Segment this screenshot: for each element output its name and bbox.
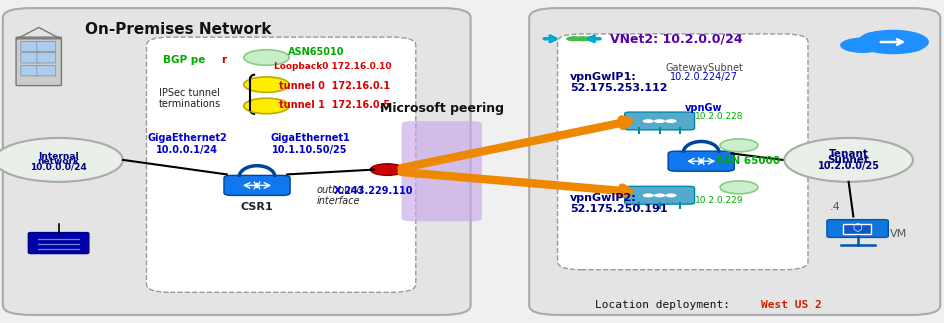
Circle shape xyxy=(719,181,757,194)
Circle shape xyxy=(0,138,123,182)
Circle shape xyxy=(784,138,912,182)
Text: 10.2.0.228: 10.2.0.228 xyxy=(694,112,742,121)
Circle shape xyxy=(244,77,289,92)
Text: 10.0.0.0/24: 10.0.0.0/24 xyxy=(30,162,87,172)
Text: r: r xyxy=(221,55,226,65)
Text: ASN 65000: ASN 65000 xyxy=(716,156,780,166)
FancyBboxPatch shape xyxy=(146,37,415,292)
Circle shape xyxy=(574,36,589,41)
Text: X.243.229.110: X.243.229.110 xyxy=(333,186,413,195)
Text: outbound
interface: outbound interface xyxy=(316,185,362,206)
Circle shape xyxy=(244,50,289,65)
Circle shape xyxy=(565,36,581,41)
Circle shape xyxy=(665,119,676,123)
FancyBboxPatch shape xyxy=(624,186,694,204)
FancyBboxPatch shape xyxy=(667,151,733,171)
Text: GigaEthernet1
10.1.10.50/25: GigaEthernet1 10.1.10.50/25 xyxy=(270,133,349,154)
Text: .4: .4 xyxy=(829,202,840,212)
FancyBboxPatch shape xyxy=(842,224,870,234)
Text: 10.2.0.0/25: 10.2.0.0/25 xyxy=(817,161,879,171)
Circle shape xyxy=(860,31,902,45)
FancyBboxPatch shape xyxy=(16,37,61,86)
Text: Microsoft peering: Microsoft peering xyxy=(379,102,504,115)
Text: network: network xyxy=(38,157,79,166)
Text: GatewaySubnet: GatewaySubnet xyxy=(665,63,742,73)
Text: IPSec tunnel
terminations: IPSec tunnel terminations xyxy=(159,88,221,109)
FancyBboxPatch shape xyxy=(21,41,40,52)
Text: West US 2: West US 2 xyxy=(760,300,820,310)
FancyBboxPatch shape xyxy=(21,53,40,63)
Circle shape xyxy=(653,193,665,197)
Text: Location deployment:: Location deployment: xyxy=(595,300,730,310)
Circle shape xyxy=(582,36,598,41)
FancyBboxPatch shape xyxy=(624,112,694,130)
FancyBboxPatch shape xyxy=(557,34,807,270)
FancyBboxPatch shape xyxy=(529,8,939,315)
Text: Tenant: Tenant xyxy=(828,149,868,159)
Text: On-Premises Network: On-Premises Network xyxy=(85,22,271,36)
Text: VM: VM xyxy=(889,229,906,239)
Circle shape xyxy=(665,193,676,197)
Text: CSR1: CSR1 xyxy=(241,202,273,212)
Text: Internal: Internal xyxy=(39,151,78,161)
Text: vpnGwIP2:
52.175.250.191: vpnGwIP2: 52.175.250.191 xyxy=(569,193,666,214)
FancyBboxPatch shape xyxy=(28,233,89,254)
Circle shape xyxy=(839,37,885,53)
Circle shape xyxy=(642,193,653,197)
FancyBboxPatch shape xyxy=(37,41,56,52)
Text: ⬡: ⬡ xyxy=(851,224,861,233)
Text: tunnel 1  172.16.0.5: tunnel 1 172.16.0.5 xyxy=(278,100,390,110)
Text: BGP pe: BGP pe xyxy=(162,55,205,65)
Circle shape xyxy=(885,40,922,53)
FancyBboxPatch shape xyxy=(224,175,290,195)
Text: GigaEthernet2
10.0.0.1/24: GigaEthernet2 10.0.0.1/24 xyxy=(147,133,227,154)
Text: vpnGwIP1:
52.175.253.112: vpnGwIP1: 52.175.253.112 xyxy=(569,72,666,93)
Text: Subnet: Subnet xyxy=(827,155,868,164)
Text: vpnGw: vpnGw xyxy=(684,103,722,113)
Text: Loopback0 172.16.0.10: Loopback0 172.16.0.10 xyxy=(274,62,391,71)
Circle shape xyxy=(653,119,665,123)
Text: ASN65010: ASN65010 xyxy=(288,47,345,57)
Circle shape xyxy=(719,139,757,152)
FancyBboxPatch shape xyxy=(3,8,470,315)
FancyBboxPatch shape xyxy=(401,121,481,221)
FancyBboxPatch shape xyxy=(826,220,887,237)
Circle shape xyxy=(856,30,928,54)
Circle shape xyxy=(244,98,289,114)
Text: VNet2: 10.2.0.0/24: VNet2: 10.2.0.0/24 xyxy=(609,32,741,45)
Circle shape xyxy=(642,119,653,123)
Circle shape xyxy=(370,164,404,175)
FancyBboxPatch shape xyxy=(21,66,40,76)
FancyBboxPatch shape xyxy=(37,66,56,76)
Text: tunnel 0  172.16.0.1: tunnel 0 172.16.0.1 xyxy=(278,81,390,90)
FancyBboxPatch shape xyxy=(37,53,56,63)
Text: 10.2.0.229: 10.2.0.229 xyxy=(694,196,742,205)
Text: 10.2.0.224/27: 10.2.0.224/27 xyxy=(669,72,737,82)
